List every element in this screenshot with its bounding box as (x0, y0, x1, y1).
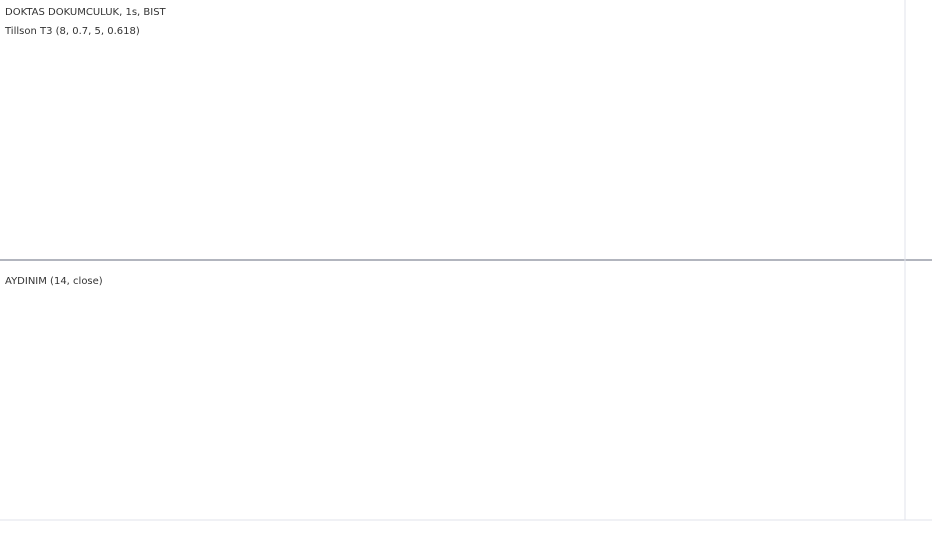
indicator-title: Tillson T3 (8, 0.7, 5, 0.618) (4, 26, 140, 37)
indicator-title: AYDINIM (14, close) (5, 276, 103, 287)
text-layer: DOKTAS DOKUMCULUK, 1s, BIST Tillson T3 (… (4, 7, 167, 287)
chart-title: DOKTAS DOKUMCULUK, 1s, BIST (5, 7, 167, 18)
